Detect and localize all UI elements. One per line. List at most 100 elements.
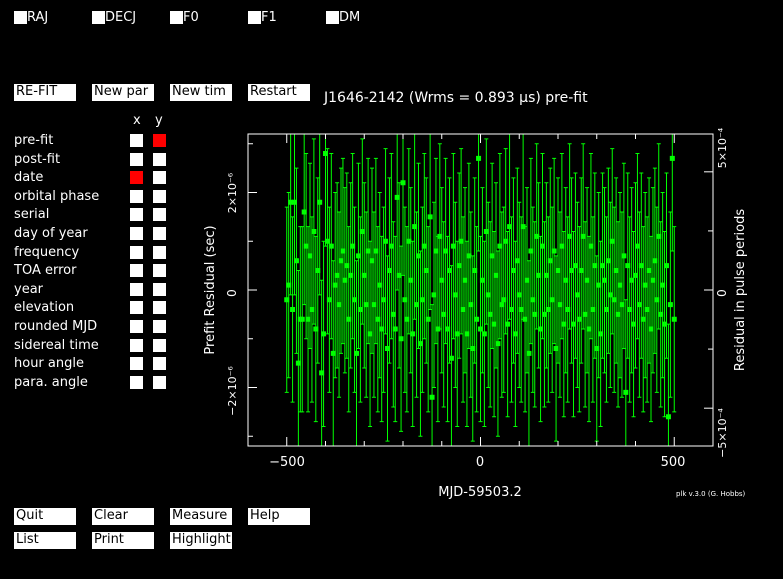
- toa-point[interactable]: [648, 235, 654, 423]
- toa-point[interactable]: [301, 134, 307, 306]
- toa-point[interactable]: [481, 240, 487, 427]
- toa-point[interactable]: [634, 153, 640, 340]
- toa-point[interactable]: [644, 216, 650, 403]
- toa-point[interactable]: [450, 153, 456, 340]
- toa-point[interactable]: [602, 187, 607, 374]
- toa-point[interactable]: [499, 211, 505, 398]
- toa-point[interactable]: [671, 226, 677, 413]
- list-button[interactable]: List: [14, 532, 76, 549]
- toa-point[interactable]: [448, 265, 454, 446]
- toa-point[interactable]: [660, 192, 666, 379]
- toa-point[interactable]: [342, 187, 348, 374]
- toa-point[interactable]: [538, 235, 544, 423]
- toa-point[interactable]: [636, 211, 642, 398]
- toa-point[interactable]: [505, 231, 511, 418]
- toa-point[interactable]: [598, 240, 604, 427]
- x-axis-checkbox[interactable]: [130, 264, 143, 278]
- toa-point[interactable]: [394, 134, 400, 291]
- toa-point[interactable]: [365, 157, 371, 345]
- toa-point[interactable]: [584, 187, 590, 374]
- toa-point[interactable]: [553, 255, 559, 442]
- toa-point[interactable]: [631, 231, 637, 418]
- toa-point[interactable]: [406, 148, 412, 335]
- x-axis-checkbox[interactable]: [130, 357, 143, 371]
- toa-point[interactable]: [470, 255, 476, 442]
- toa-point[interactable]: [582, 221, 588, 408]
- toa-point[interactable]: [522, 226, 528, 413]
- toa-point[interactable]: [326, 206, 332, 393]
- toa-point[interactable]: [541, 221, 547, 408]
- toa-point[interactable]: [354, 260, 359, 446]
- toa-point[interactable]: [627, 216, 633, 403]
- toa-point[interactable]: [317, 134, 323, 296]
- toa-point[interactable]: [623, 299, 629, 446]
- toa-point[interactable]: [340, 157, 346, 345]
- restart-button[interactable]: Restart: [248, 84, 310, 101]
- toa-point[interactable]: [386, 177, 392, 364]
- toa-point[interactable]: [443, 157, 449, 345]
- toa-point[interactable]: [615, 221, 621, 408]
- toa-point[interactable]: [569, 177, 575, 364]
- toa-point[interactable]: [392, 235, 398, 423]
- toa-point[interactable]: [352, 206, 358, 393]
- toa-point[interactable]: [468, 211, 474, 398]
- toa-point[interactable]: [567, 143, 573, 330]
- toa-point[interactable]: [427, 134, 433, 310]
- toa-point[interactable]: [373, 157, 379, 345]
- toa-point[interactable]: [419, 206, 425, 393]
- toa-point[interactable]: [474, 226, 480, 413]
- toa-point[interactable]: [592, 172, 598, 359]
- toa-point[interactable]: [367, 240, 373, 427]
- toa-point[interactable]: [503, 148, 509, 335]
- toa-point[interactable]: [346, 226, 352, 413]
- toa-point[interactable]: [605, 167, 611, 354]
- toa-point[interactable]: [383, 148, 389, 335]
- x-axis-checkbox[interactable]: [130, 245, 143, 259]
- y-axis-checkbox[interactable]: [153, 152, 166, 166]
- toa-point[interactable]: [551, 157, 557, 345]
- new-tim-button[interactable]: New tim: [170, 84, 232, 101]
- toa-point[interactable]: [447, 177, 452, 364]
- toa-point[interactable]: [512, 240, 518, 427]
- toa-point[interactable]: [501, 206, 507, 393]
- y-axis-checkbox[interactable]: [153, 338, 166, 352]
- toa-point[interactable]: [330, 260, 336, 446]
- toa-point[interactable]: [559, 153, 565, 340]
- toa-point[interactable]: [497, 153, 503, 340]
- toa-point[interactable]: [292, 134, 297, 296]
- toa-point[interactable]: [350, 153, 356, 340]
- toa-point[interactable]: [315, 177, 321, 364]
- toa-point[interactable]: [429, 304, 435, 446]
- toa-point[interactable]: [417, 250, 423, 437]
- toa-point[interactable]: [445, 235, 451, 423]
- toa-point[interactable]: [452, 201, 458, 388]
- toa-point[interactable]: [590, 216, 596, 403]
- toa-point[interactable]: [493, 182, 499, 369]
- toa-point[interactable]: [421, 153, 427, 340]
- toa-point[interactable]: [388, 153, 394, 340]
- toa-point[interactable]: [619, 211, 625, 398]
- toa-point[interactable]: [664, 172, 669, 359]
- x-axis-checkbox[interactable]: [130, 189, 143, 203]
- y-axis-checkbox[interactable]: [153, 301, 166, 315]
- toa-point[interactable]: [328, 153, 334, 340]
- toa-point[interactable]: [485, 201, 491, 388]
- toa-point[interactable]: [555, 177, 561, 364]
- toa-point[interactable]: [371, 211, 377, 398]
- toa-point[interactable]: [540, 153, 545, 340]
- x-axis-checkbox[interactable]: [130, 134, 143, 147]
- y-axis-checkbox[interactable]: [153, 134, 166, 147]
- toa-point[interactable]: [466, 162, 472, 349]
- toa-point[interactable]: [603, 216, 609, 403]
- toa-point[interactable]: [489, 162, 495, 349]
- toa-point[interactable]: [321, 240, 327, 427]
- toa-point[interactable]: [633, 182, 638, 369]
- toa-point[interactable]: [402, 206, 408, 393]
- x-axis-checkbox[interactable]: [130, 338, 143, 352]
- toa-point[interactable]: [334, 182, 340, 369]
- highlight-button[interactable]: Highlight: [170, 532, 232, 549]
- fit-param-checkbox[interactable]: [170, 11, 183, 24]
- y-axis-checkbox[interactable]: [153, 264, 166, 278]
- toa-point[interactable]: [669, 134, 675, 252]
